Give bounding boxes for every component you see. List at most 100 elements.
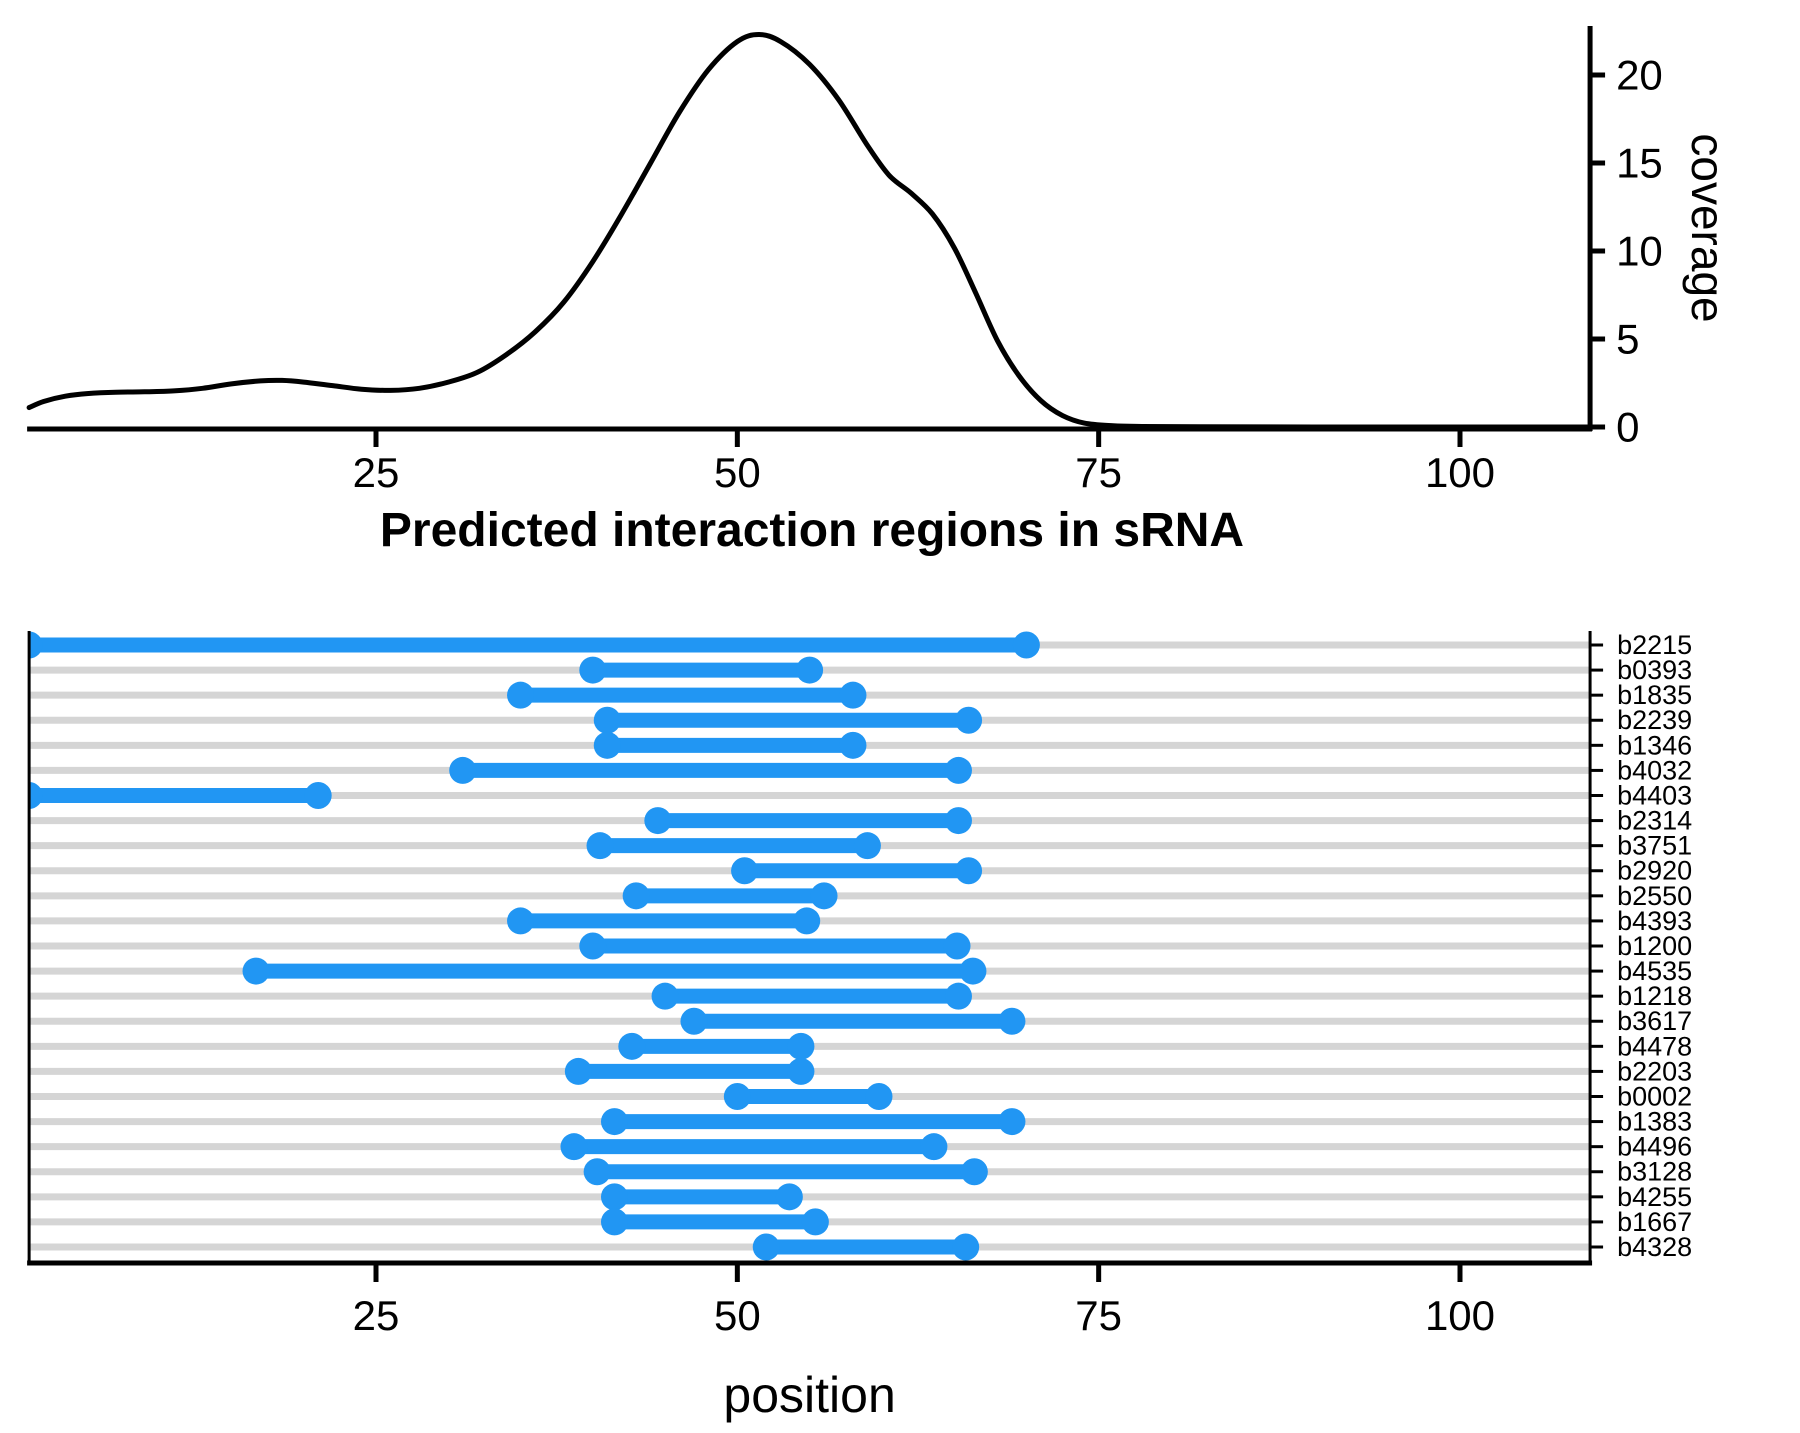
segment-b0393 bbox=[579, 656, 824, 684]
segment-end-dot-b1835 bbox=[839, 681, 867, 709]
row-label-b4255: b4255 bbox=[1617, 1182, 1692, 1212]
segment-end-dot-b4403 bbox=[304, 781, 332, 809]
segment-b0002 bbox=[723, 1082, 893, 1110]
row-label-b3128: b3128 bbox=[1617, 1157, 1692, 1187]
segment-end-dot-b4328 bbox=[952, 1233, 980, 1261]
segment-end-dot-b2239 bbox=[955, 706, 983, 734]
segment-start-dot-b4328 bbox=[752, 1233, 780, 1261]
bottom-x-tick-label-100: 100 bbox=[1425, 1292, 1495, 1339]
segment-b2215 bbox=[29, 631, 1040, 659]
row-label-b0002: b0002 bbox=[1617, 1081, 1692, 1111]
row-label-b1835: b1835 bbox=[1617, 680, 1692, 710]
row-label-b3751: b3751 bbox=[1617, 831, 1692, 861]
segment-end-dot-b4032 bbox=[944, 756, 972, 784]
row-label-b3617: b3617 bbox=[1617, 1006, 1692, 1036]
segment-b1667 bbox=[600, 1208, 829, 1236]
coverage-density-curve bbox=[26, 31, 1593, 430]
row-label-b1667: b1667 bbox=[1617, 1207, 1692, 1237]
coverage-density-panel: 25 50 75 100 0 5 10 15 20 coverage bbox=[26, 26, 1734, 496]
segment-b4478 bbox=[618, 1032, 815, 1060]
segment-start-dot-b1835 bbox=[507, 681, 535, 709]
top-x-tick-label-25: 25 bbox=[353, 449, 400, 496]
segment-start-dot-b1667 bbox=[600, 1208, 628, 1236]
segment-end-dot-b0393 bbox=[796, 656, 824, 684]
row-label-b4535: b4535 bbox=[1617, 956, 1692, 986]
segments-group bbox=[29, 631, 1040, 1261]
segment-end-dot-b4255 bbox=[775, 1183, 803, 1211]
position-axis-label: position bbox=[723, 1367, 895, 1423]
segment-end-dot-b1200 bbox=[943, 932, 971, 960]
row-label-b1200: b1200 bbox=[1617, 931, 1692, 961]
row-label-b1346: b1346 bbox=[1617, 730, 1692, 760]
segment-end-dot-b2920 bbox=[955, 857, 983, 885]
segment-start-dot-b1383 bbox=[600, 1108, 628, 1136]
segment-end-dot-b2314 bbox=[944, 807, 972, 835]
segment-end-dot-b3128 bbox=[960, 1158, 988, 1186]
segment-start-dot-b0393 bbox=[579, 656, 607, 684]
segment-end-dot-b1383 bbox=[998, 1108, 1026, 1136]
segment-b2314 bbox=[644, 807, 972, 835]
top-y-tick-label-20: 20 bbox=[1616, 52, 1663, 99]
segment-start-dot-b2203 bbox=[564, 1057, 592, 1085]
segment-b1218 bbox=[651, 982, 972, 1010]
segment-end-dot-b2215 bbox=[1012, 631, 1040, 659]
row-label-b2215: b2215 bbox=[1617, 630, 1692, 660]
segment-b3617 bbox=[680, 1007, 1026, 1035]
segment-b3751 bbox=[586, 832, 881, 860]
bottom-x-tick-label-50: 50 bbox=[714, 1292, 761, 1339]
segment-end-dot-b2550 bbox=[810, 882, 838, 910]
top-y-tick-label-5: 5 bbox=[1616, 316, 1639, 363]
segment-start-dot-b3751 bbox=[586, 832, 614, 860]
row-label-b4393: b4393 bbox=[1617, 906, 1692, 936]
segment-b4496 bbox=[560, 1133, 948, 1161]
row-label-b4328: b4328 bbox=[1617, 1232, 1692, 1262]
segment-b2920 bbox=[731, 857, 983, 885]
segment-start-dot-b4403 bbox=[29, 782, 43, 809]
segment-start-dot-b0002 bbox=[723, 1082, 751, 1110]
chart-title: Predicted interaction regions in sRNA bbox=[379, 504, 1245, 557]
segment-start-dot-b4535 bbox=[242, 957, 270, 985]
segment-end-dot-b3751 bbox=[853, 832, 881, 860]
top-y-tick-label-0: 0 bbox=[1616, 404, 1639, 451]
segment-b2550 bbox=[622, 882, 838, 910]
top-y-tick-label-15: 15 bbox=[1616, 140, 1663, 187]
segment-start-dot-b4032 bbox=[449, 756, 477, 784]
segment-start-dot-b4393 bbox=[507, 907, 535, 935]
row-label-b2550: b2550 bbox=[1617, 881, 1692, 911]
row-label-b2203: b2203 bbox=[1617, 1056, 1692, 1086]
segment-end-dot-b2203 bbox=[787, 1057, 815, 1085]
segment-start-dot-b1346 bbox=[593, 731, 621, 759]
row-label-b4478: b4478 bbox=[1617, 1031, 1692, 1061]
segment-start-dot-b2550 bbox=[622, 882, 650, 910]
row-label-b2239: b2239 bbox=[1617, 705, 1692, 735]
segment-b1200 bbox=[579, 932, 971, 960]
row-label-b0393: b0393 bbox=[1617, 655, 1692, 685]
top-x-tick-label-75: 75 bbox=[1075, 449, 1122, 496]
segment-start-dot-b2920 bbox=[731, 857, 759, 885]
segment-b4328 bbox=[752, 1233, 980, 1261]
segment-b4535 bbox=[242, 957, 987, 985]
segment-b1383 bbox=[600, 1108, 1026, 1136]
segment-end-dot-b4535 bbox=[959, 957, 987, 985]
segment-end-dot-b3617 bbox=[998, 1007, 1026, 1035]
segment-start-dot-b2215 bbox=[29, 631, 43, 659]
segment-b3128 bbox=[583, 1158, 988, 1186]
row-label-b1218: b1218 bbox=[1617, 981, 1692, 1011]
segment-b4032 bbox=[449, 756, 972, 784]
bottom-x-tick-label-25: 25 bbox=[353, 1292, 400, 1339]
segment-b2239 bbox=[593, 706, 983, 734]
row-label-b4032: b4032 bbox=[1617, 755, 1692, 785]
segment-start-dot-b1200 bbox=[579, 932, 607, 960]
segment-b4403 bbox=[29, 781, 332, 809]
top-y-tick-label-10: 10 bbox=[1616, 228, 1663, 275]
segment-start-dot-b4478 bbox=[618, 1032, 646, 1060]
segment-start-dot-b3617 bbox=[680, 1007, 708, 1035]
segment-start-dot-b3128 bbox=[583, 1158, 611, 1186]
segment-b4393 bbox=[507, 907, 821, 935]
row-label-b2920: b2920 bbox=[1617, 856, 1692, 886]
top-x-tick-label-50: 50 bbox=[714, 449, 761, 496]
segment-start-dot-b4255 bbox=[600, 1183, 628, 1211]
row-label-b4496: b4496 bbox=[1617, 1132, 1692, 1162]
